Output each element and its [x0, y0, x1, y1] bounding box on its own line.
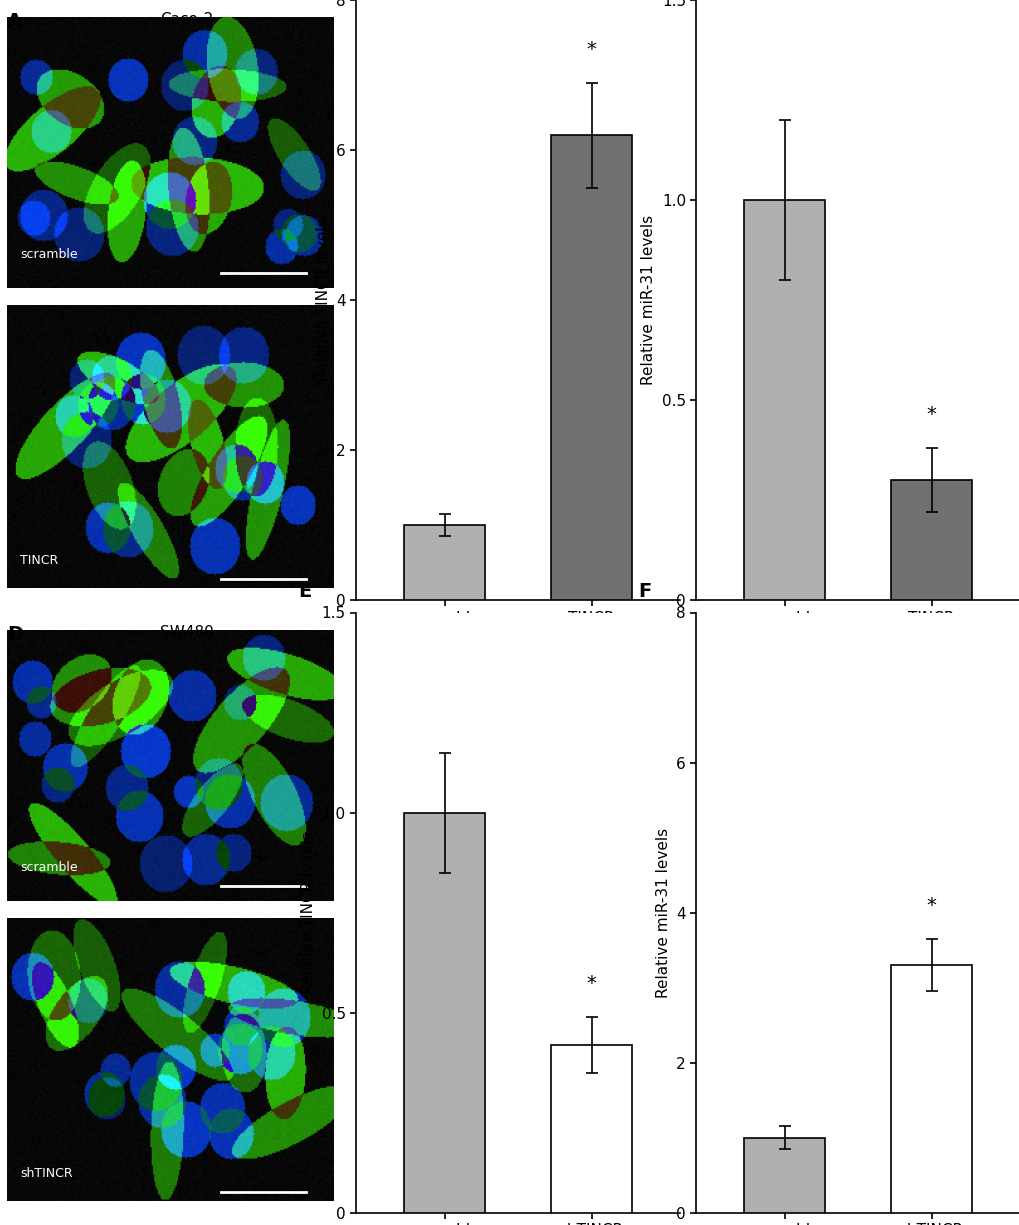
- Text: shTINCR: shTINCR: [20, 1166, 73, 1180]
- Y-axis label: Relative miR-31 levels: Relative miR-31 levels: [641, 216, 655, 385]
- Text: F: F: [638, 582, 651, 601]
- Text: D: D: [7, 625, 22, 643]
- Bar: [550, 1045, 632, 1213]
- Text: *: *: [586, 39, 596, 59]
- Bar: [891, 480, 971, 600]
- Text: *: *: [926, 895, 935, 915]
- Bar: [891, 965, 971, 1213]
- Text: E: E: [298, 582, 311, 601]
- Text: Caco-2: Caco-2: [160, 12, 213, 27]
- Bar: [550, 135, 632, 600]
- Text: Caco-2: Caco-2: [830, 750, 883, 766]
- Y-axis label: Relative TINCR levels: Relative TINCR levels: [315, 219, 330, 381]
- Text: SW480: SW480: [160, 625, 214, 639]
- Bar: [744, 200, 824, 600]
- Text: *: *: [926, 405, 935, 424]
- Bar: [404, 526, 484, 600]
- Y-axis label: Relative miR-31 levels: Relative miR-31 levels: [655, 828, 669, 997]
- Bar: [404, 812, 484, 1213]
- Bar: [744, 1138, 824, 1213]
- Text: Caco-2: Caco-2: [491, 750, 544, 766]
- Text: *: *: [586, 974, 596, 992]
- Text: scramble: scramble: [20, 861, 77, 873]
- Y-axis label: Relative TINCR levels: Relative TINCR levels: [301, 832, 316, 993]
- Text: A: A: [7, 12, 21, 31]
- Text: scramble: scramble: [20, 249, 77, 261]
- Text: TINCR: TINCR: [20, 554, 58, 567]
